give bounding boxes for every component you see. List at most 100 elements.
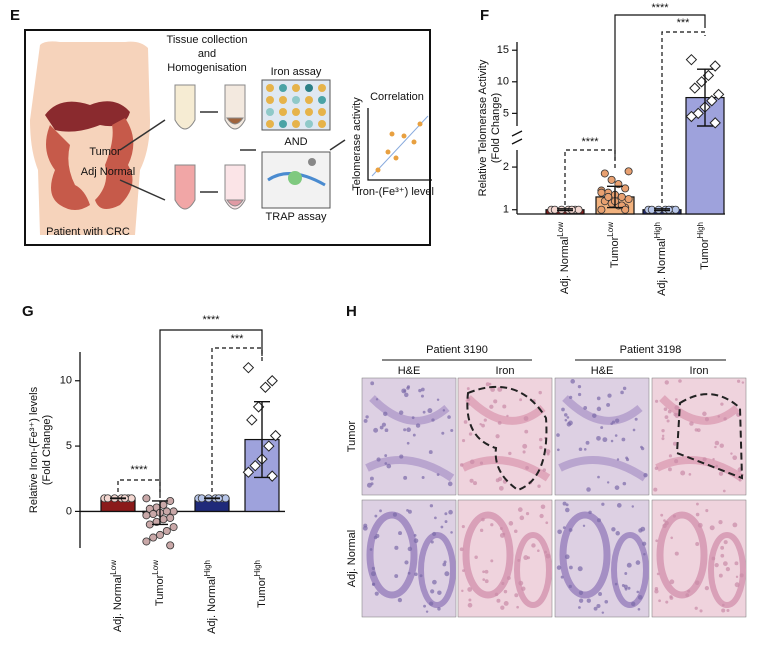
- crypt: [514, 532, 552, 608]
- nucleus: [370, 381, 375, 386]
- nucleus: [369, 476, 374, 481]
- nucleus: [501, 581, 505, 586]
- error-bar: [110, 497, 126, 500]
- crypt: [708, 532, 746, 608]
- nucleus: [537, 484, 541, 488]
- nucleus: [614, 485, 620, 490]
- nucleus: [371, 566, 375, 571]
- nucleus: [545, 521, 549, 525]
- error-bar: [152, 500, 168, 526]
- nucleus: [437, 607, 441, 611]
- nucleus: [622, 386, 627, 391]
- nucleus: [670, 536, 673, 540]
- axis-break: [511, 130, 523, 145]
- micrograph: [554, 499, 650, 618]
- nucleus: [601, 611, 605, 614]
- nucleus: [523, 416, 529, 421]
- nucleus: [568, 420, 573, 426]
- data-point: [242, 361, 255, 374]
- y-tick-label: 0: [66, 505, 72, 517]
- nucleus: [525, 465, 529, 470]
- nucleus: [502, 404, 507, 409]
- nucleus: [370, 482, 374, 486]
- nucleus: [678, 379, 682, 383]
- nucleus: [564, 413, 568, 417]
- chart: F 1 2 5 10 15 Relative Telomerase Activity (Fol…: [477, 2, 725, 296]
- y-axis-label: Relative Telomerase Activity: [477, 59, 489, 196]
- nucleus: [626, 562, 632, 568]
- nucleus: [545, 449, 551, 454]
- nucleus: [521, 586, 526, 591]
- data-point: [664, 205, 673, 214]
- plate-wells: [266, 84, 326, 128]
- y-axis-label: Relative Iron-(Fe³⁺) levels: [28, 386, 40, 513]
- nucleus: [741, 381, 745, 384]
- nucleus: [655, 539, 659, 543]
- nucleus: [398, 410, 404, 415]
- nucleus: [719, 443, 724, 448]
- nucleus: [432, 579, 437, 585]
- data-point: [617, 192, 626, 201]
- nucleus: [444, 512, 448, 516]
- nucleus: [661, 437, 665, 441]
- nucleus: [444, 520, 448, 524]
- nucleus: [556, 565, 562, 570]
- nucleus: [508, 451, 512, 456]
- category-superscript: Low: [151, 560, 160, 575]
- data-point: [242, 466, 255, 478]
- nucleus: [459, 547, 464, 552]
- nucleus: [588, 510, 592, 515]
- data-point: [550, 205, 559, 214]
- nucleus: [736, 379, 741, 383]
- nucleus: [406, 427, 411, 433]
- nucleus: [490, 387, 495, 392]
- data-point: [266, 470, 278, 482]
- data-point: [127, 494, 136, 503]
- nucleus: [498, 485, 504, 491]
- data-point: [166, 541, 175, 550]
- nucleus: [570, 379, 576, 384]
- nucleus: [596, 603, 601, 609]
- nucleus: [624, 587, 628, 591]
- nucleus: [661, 428, 665, 433]
- data-point: [249, 459, 261, 472]
- nucleus: [484, 579, 489, 584]
- nucleus: [428, 450, 433, 454]
- nucleus: [578, 447, 583, 452]
- nucleus: [680, 470, 686, 476]
- nucleus: [688, 473, 692, 476]
- significance-label: ****: [130, 464, 148, 476]
- nucleus: [723, 417, 727, 421]
- nucleus: [694, 580, 700, 585]
- patient-label: Patient 3190: [426, 344, 488, 356]
- nucleus: [518, 580, 524, 586]
- iron-region-outline: [466, 385, 548, 492]
- nucleus: [637, 607, 641, 611]
- nucleus: [627, 586, 631, 590]
- nucleus: [427, 408, 433, 414]
- nucleus: [383, 411, 388, 417]
- nucleus: [569, 565, 573, 570]
- nucleus: [722, 603, 725, 607]
- nucleus: [637, 595, 643, 600]
- data-point: [712, 88, 725, 101]
- nucleus: [596, 518, 601, 523]
- nucleus: [718, 520, 723, 525]
- nucleus: [598, 592, 602, 596]
- nucleus: [616, 458, 620, 461]
- nucleus: [519, 398, 523, 402]
- category-name: Tumor: [699, 238, 711, 270]
- nucleus: [369, 548, 373, 551]
- nucleus: [398, 531, 402, 536]
- nucleus: [602, 437, 608, 443]
- nucleus: [365, 415, 369, 419]
- nucleus: [506, 414, 509, 418]
- nucleus: [614, 582, 618, 586]
- patient-label: Patient 3198: [620, 344, 682, 356]
- nucleus: [502, 532, 506, 536]
- nucleus: [699, 609, 703, 613]
- nucleus: [506, 576, 511, 580]
- nucleus: [419, 574, 423, 578]
- nucleus: [592, 413, 597, 418]
